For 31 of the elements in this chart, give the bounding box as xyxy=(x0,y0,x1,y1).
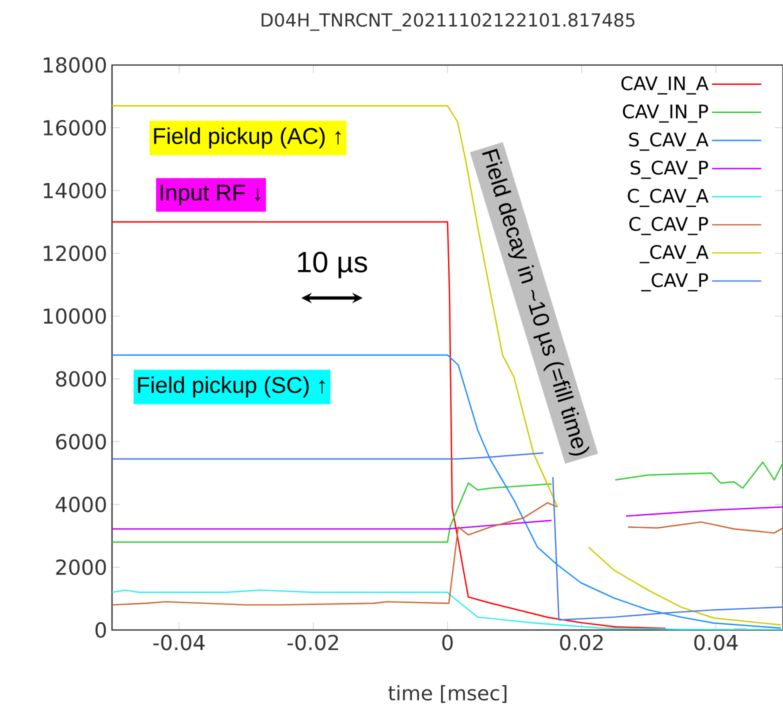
legend-label: _CAV_P xyxy=(641,273,708,292)
y-tick-label: 6000 xyxy=(56,434,106,450)
x-tick-label: 0.02 xyxy=(560,634,603,650)
legend-label: C_CAV_P xyxy=(629,216,708,236)
legend-label: S_CAV_A xyxy=(629,132,708,151)
legend-label: _CAV_A xyxy=(640,244,708,264)
annotation: Field pickup (AC) ↑ xyxy=(154,127,341,149)
y-tick-label: 16000 xyxy=(44,120,106,136)
y-tick-label: 8000 xyxy=(56,371,106,387)
x-axis-title: time [msec] xyxy=(388,685,506,703)
x-tick-label: 0 xyxy=(442,634,453,650)
annotation: Field pickup (SC) ↑ xyxy=(138,376,325,398)
y-tick-label: 4000 xyxy=(56,496,106,512)
y-tick-label: 18000 xyxy=(44,57,106,73)
chart-title: D04H_TNRCNT_20211102122101.817485 xyxy=(262,13,634,31)
x-tick-label: -0.02 xyxy=(288,634,338,650)
y-tick-label: 14000 xyxy=(44,182,106,198)
y-tick-label: 10000 xyxy=(44,308,106,324)
legend-label: C_CAV_A xyxy=(628,188,708,207)
legend-label: CAV_IN_P xyxy=(622,104,708,123)
legend-label: CAV_IN_A xyxy=(621,76,708,95)
y-tick-label: 12000 xyxy=(44,246,106,262)
legend-label: S_CAV_P xyxy=(630,160,708,179)
x-tick-label: -0.04 xyxy=(153,634,205,650)
x-tick-label: 0.04 xyxy=(694,634,738,650)
y-tick-label: 0 xyxy=(96,622,106,638)
annotation: 10 µs xyxy=(298,252,368,278)
y-tick-label: 2000 xyxy=(56,559,106,576)
annotation: Field decay in ~10 µs (=fill time) xyxy=(482,148,590,456)
line-series xyxy=(112,354,782,629)
annotation: Input RF ↓ xyxy=(160,184,260,206)
